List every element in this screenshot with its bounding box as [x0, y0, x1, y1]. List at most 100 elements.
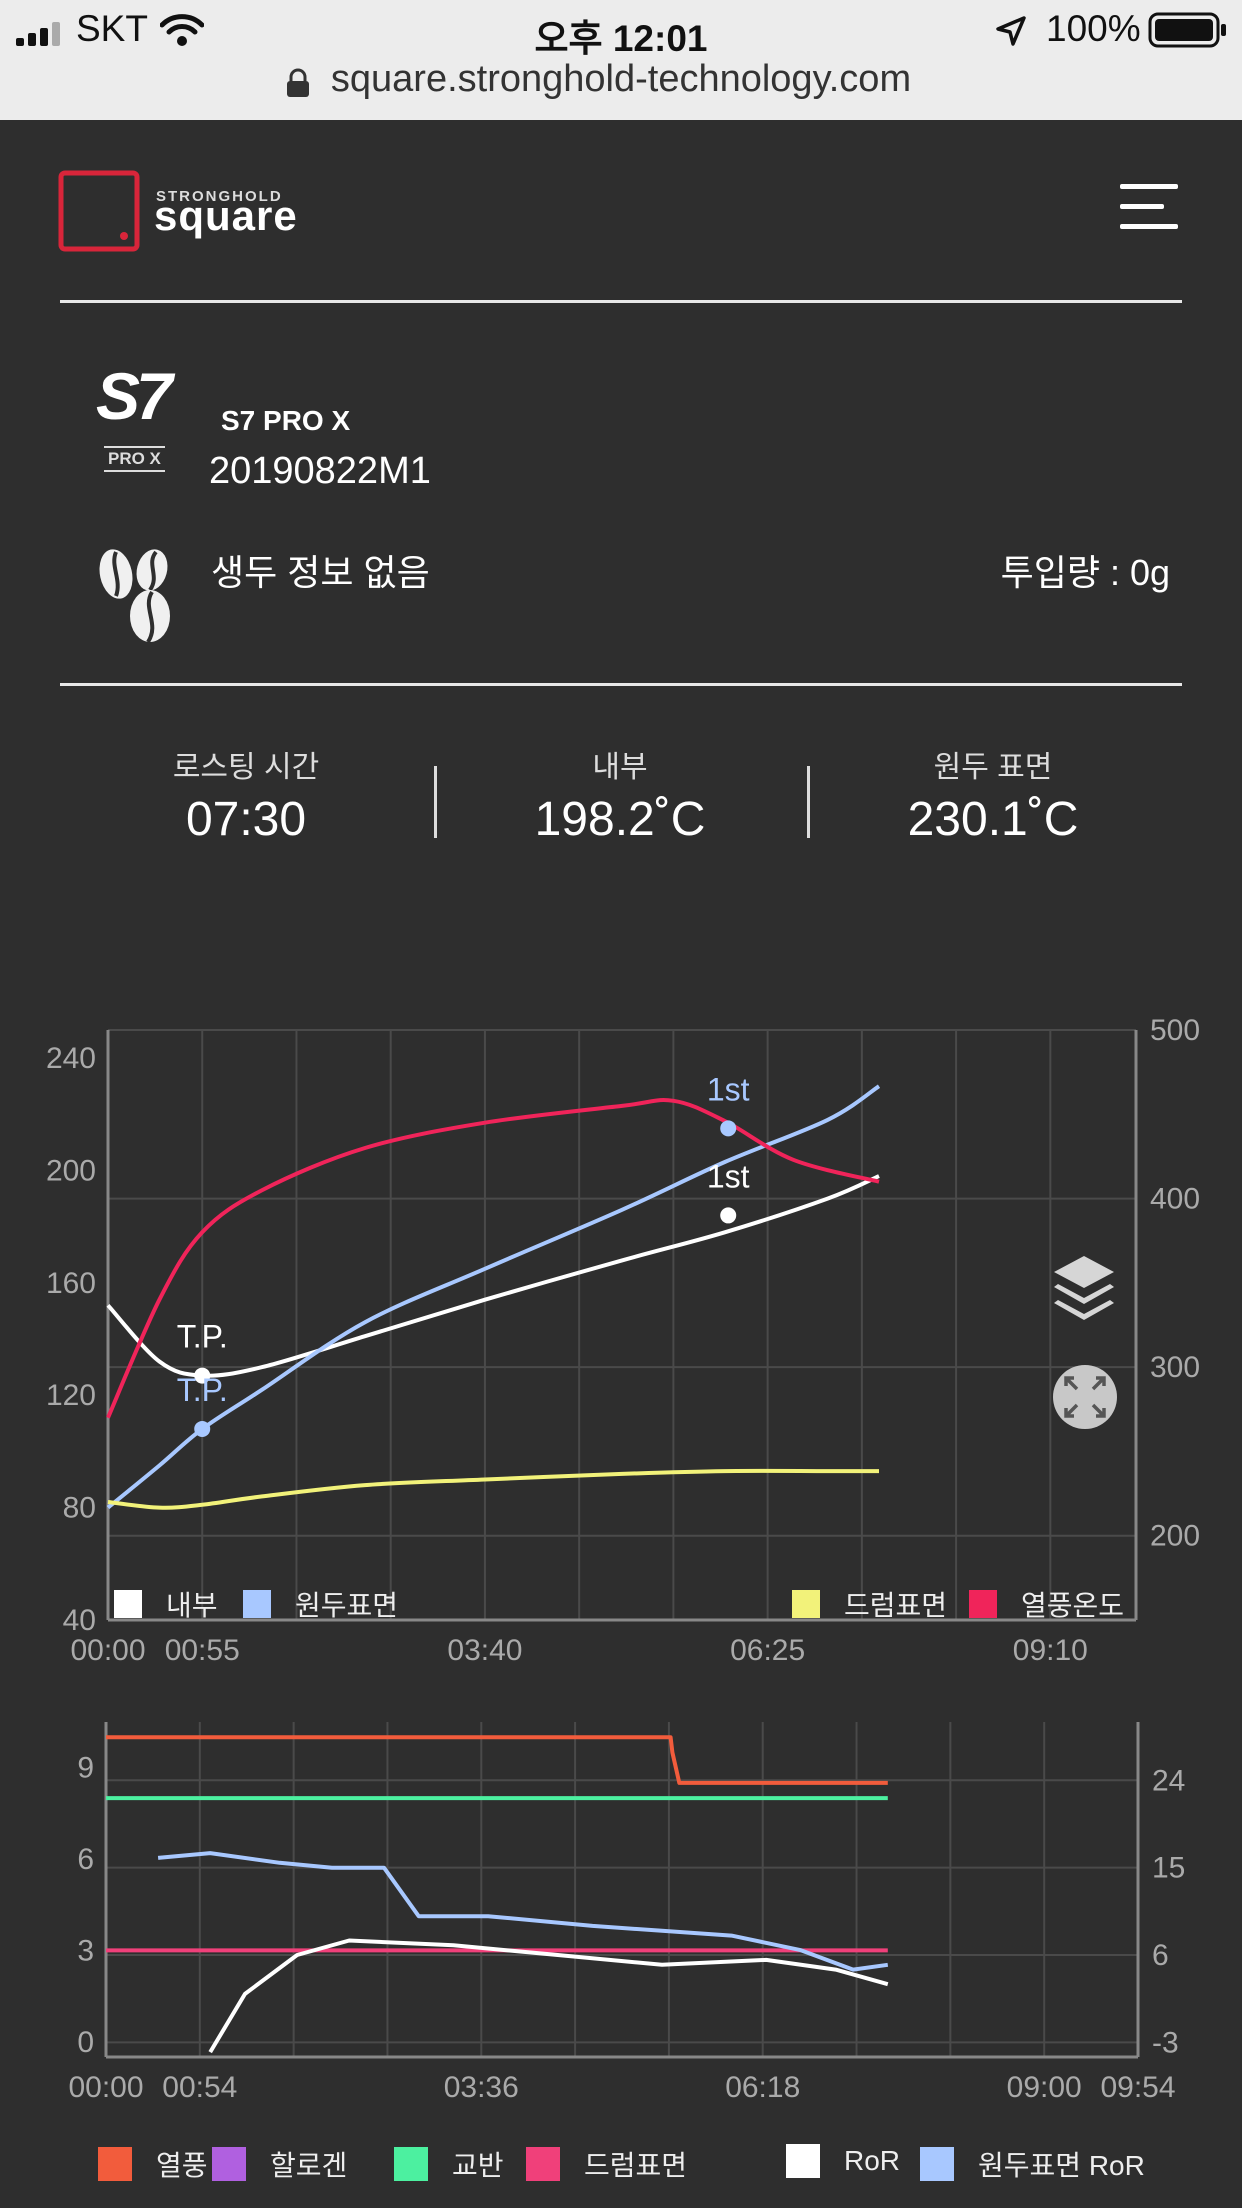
y-tick-label-left: 6 [77, 1843, 94, 1876]
y-tick-label-right: 300 [1150, 1351, 1200, 1384]
legend-label: 할로겐 [270, 2150, 348, 2181]
divider [60, 683, 1182, 686]
stat-label: 내부 [592, 751, 648, 784]
device-logo: S7 PRO X [96, 358, 186, 472]
legend-inner[interactable]: 내부 [114, 1584, 218, 1624]
stat-value: 198.2˚C [534, 793, 706, 846]
x-tick-label: 09:54 [1100, 2071, 1175, 2104]
legend-label: 드럼표면 [844, 1590, 948, 1621]
y-tick-label-right: 400 [1150, 1183, 1200, 1216]
legend-label: 원두표면 [295, 1590, 399, 1621]
series-line [157, 1851, 889, 1972]
y-tick-label-right: 500 [1150, 1014, 1200, 1047]
legend-label: 내부 [166, 1590, 218, 1621]
y-tick-label-left: 80 [63, 1492, 96, 1525]
device-logo-text: S7 [96, 359, 173, 433]
y-tick-label-right: 200 [1150, 1520, 1200, 1553]
stat-label: 원두 표면 [933, 751, 1053, 784]
expand-icon[interactable] [1052, 1364, 1118, 1430]
divider [60, 300, 1182, 303]
y-tick-label-left: 3 [77, 1934, 94, 1967]
power-ror-chart[interactable]: 9 6 3 0 24 15 6 -3 00:00 00:54 03:36 06:18 09:00 09:5… [0, 1700, 1242, 2130]
stat-roasting-time: 로스팅 시간 07:30 [96, 742, 396, 847]
bean-info: 생두 정보 없음 [211, 552, 430, 593]
legend-swatch [526, 2147, 560, 2181]
app-container: STRONGHOLD square S7 PRO X S7 PRO X 2019… [0, 120, 1242, 2208]
input-amount: 투입량 : 0g [1000, 552, 1170, 593]
hamburger-menu-icon[interactable] [1120, 182, 1182, 232]
legend-drum-surface[interactable]: 드럼표면 [792, 1584, 947, 1624]
legend-bean-surface-ror[interactable]: 원두표면 RoR [920, 2144, 1145, 2184]
series-line [208, 1938, 889, 2054]
x-tick-label: 03:36 [444, 2071, 519, 2104]
y-tick-label-left: 40 [63, 1604, 96, 1637]
stat-value: 07:30 [185, 793, 307, 846]
brand-small: STRONGHOLD [156, 188, 283, 205]
stat-value: 230.1˚C [907, 793, 1079, 846]
x-tick-label: 00:55 [165, 1634, 240, 1667]
legend-label: 열풍 [156, 2150, 208, 2181]
legend-swatch [212, 2147, 246, 2181]
device-serial: 20190822M1 [209, 450, 431, 492]
legend-swatch [792, 1590, 820, 1618]
legend-label: 열풍온도 [1021, 1590, 1125, 1621]
legend-hot-air[interactable]: 열풍 [98, 2144, 208, 2184]
legend-swatch [114, 1590, 142, 1618]
x-tick-label: 09:10 [1013, 1634, 1088, 1667]
legend-swatch [786, 2144, 820, 2178]
legend-swatch [98, 2147, 132, 2181]
browser-status-bar: SKT 오후 12:01 100% square.stronghold-tech… [0, 0, 1242, 120]
y-tick-label-left: 0 [77, 2026, 94, 2059]
annotation-label: 1st [707, 1071, 750, 1107]
series-line [106, 1735, 888, 1785]
legend-bean-surface[interactable]: 원두표면 [243, 1584, 398, 1624]
device-logo-sub: PRO X [104, 446, 165, 472]
y-tick-label-right: 15 [1152, 1852, 1185, 1885]
legend-halogen[interactable]: 할로겐 [212, 2144, 347, 2184]
stat-label: 로스팅 시간 [172, 751, 320, 784]
annotation-point [720, 1120, 737, 1137]
y-tick-label-left: 9 [77, 1752, 94, 1785]
annotation-point [720, 1207, 737, 1224]
battery-icon [1148, 12, 1226, 48]
legend-swatch [969, 1590, 997, 1618]
legend-label: RoR [844, 2145, 901, 2176]
wifi-icon [160, 14, 204, 46]
lock-icon [287, 68, 309, 97]
stat-separator [807, 766, 810, 838]
y-tick-label-left: 120 [46, 1379, 96, 1412]
legend-ror[interactable]: RoR [786, 2144, 900, 2178]
legend-agitation[interactable]: 교반 [394, 2144, 504, 2184]
y-tick-label-right: 6 [1152, 1939, 1169, 1972]
device-model: S7 PRO X [221, 405, 351, 436]
square-logo-icon [58, 170, 140, 252]
legend-swatch [394, 2147, 428, 2181]
legend-label: 드럼표면 [584, 2150, 688, 2181]
legend-hot-air-temp[interactable]: 열풍온도 [969, 1584, 1124, 1624]
legend-label: 원두표면 RoR [978, 2150, 1145, 2181]
y-tick-label-left: 160 [46, 1267, 96, 1300]
layers-icon[interactable] [1050, 1252, 1118, 1328]
x-tick-label: 09:00 [1007, 2071, 1082, 2104]
series-line [106, 1174, 880, 1378]
y-tick-label-right: 24 [1152, 1764, 1185, 1797]
annotation-point [194, 1420, 211, 1437]
legend-drum-surface-power[interactable]: 드럼표면 [526, 2144, 687, 2184]
annotation-point [194, 1367, 211, 1384]
x-tick-label: 00:54 [162, 2071, 237, 2104]
series-line [106, 1098, 880, 1419]
legend-swatch [243, 1590, 271, 1618]
x-tick-label: 06:18 [725, 2071, 800, 2104]
x-tick-label: 00:00 [70, 1634, 145, 1667]
x-tick-label: 00:00 [68, 2071, 143, 2104]
x-tick-label: 03:40 [447, 1634, 522, 1667]
x-tick-label: 06:25 [730, 1634, 805, 1667]
annotation-label: T.P. [177, 1372, 228, 1408]
temperature-chart[interactable]: 240 200 160 120 80 40 500 400 300 200 00:00 00:55 03… [0, 900, 1242, 1680]
location-icon [996, 16, 1026, 46]
stat-bean-surface: 원두 표면 230.1˚C [843, 742, 1143, 847]
legend-label: 교반 [452, 2150, 504, 2181]
url-bar[interactable]: square.stronghold-technology.com [330, 58, 912, 100]
brand-large: square [154, 192, 298, 239]
battery-percent: 100% [1046, 8, 1141, 49]
